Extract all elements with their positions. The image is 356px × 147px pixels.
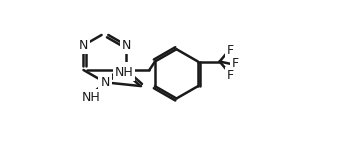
Text: N: N [100, 76, 110, 89]
Text: N: N [122, 64, 131, 76]
Text: F: F [227, 44, 234, 57]
Text: F: F [227, 69, 234, 82]
Text: NH: NH [82, 91, 100, 104]
Text: NH: NH [114, 66, 133, 79]
Text: F: F [232, 57, 239, 70]
Text: N: N [122, 39, 131, 52]
Text: N: N [79, 39, 88, 52]
